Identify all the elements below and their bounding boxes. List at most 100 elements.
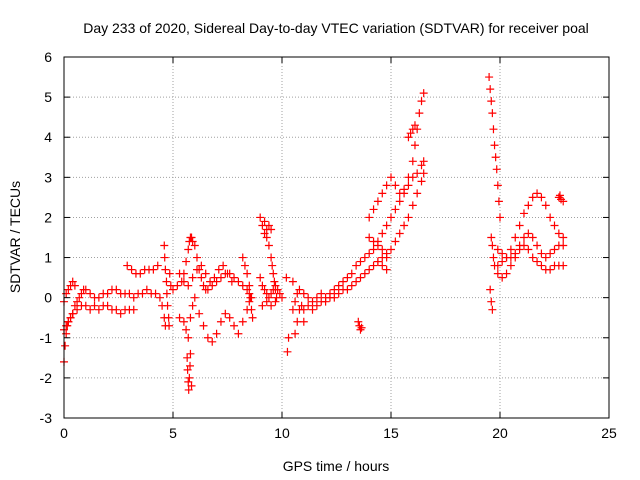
data-point <box>406 129 415 138</box>
data-point <box>264 293 273 302</box>
data-point <box>164 313 173 322</box>
data-point <box>490 141 499 150</box>
data-point <box>112 305 121 314</box>
data-point <box>488 241 497 250</box>
data-point <box>155 293 164 302</box>
data-point <box>533 241 542 250</box>
data-point <box>162 277 171 286</box>
data-point <box>153 261 162 270</box>
data-point <box>519 209 528 218</box>
data-point <box>112 285 121 294</box>
data-point <box>197 261 206 270</box>
data-point <box>498 249 507 258</box>
data-point <box>343 273 352 282</box>
data-point <box>165 321 174 330</box>
data-point <box>127 265 136 274</box>
series-track-n <box>282 273 297 356</box>
data-point <box>524 229 533 238</box>
data-point <box>66 313 75 322</box>
data-point <box>413 189 422 198</box>
data-point <box>511 233 520 242</box>
data-point <box>493 261 502 270</box>
data-point <box>61 341 70 350</box>
data-point <box>410 121 419 130</box>
data-point <box>369 261 378 270</box>
data-point <box>378 261 387 270</box>
data-point <box>404 173 413 182</box>
series-track-l <box>256 273 286 310</box>
data-point <box>160 253 169 262</box>
data-point <box>243 285 252 294</box>
data-point <box>546 265 555 274</box>
data-point <box>494 197 503 206</box>
data-point <box>227 277 236 286</box>
data-point <box>86 289 95 298</box>
data-point <box>343 285 352 294</box>
y-tick-label: 2 <box>44 209 52 225</box>
data-point <box>498 257 507 266</box>
data-point <box>103 301 112 310</box>
data-point <box>541 201 550 210</box>
data-point <box>230 273 239 282</box>
data-point <box>489 125 498 134</box>
data-point <box>270 277 279 286</box>
data-point <box>404 213 413 222</box>
data-point <box>533 257 542 266</box>
data-point <box>528 253 537 262</box>
x-tick-label: 15 <box>383 425 399 441</box>
data-point <box>387 245 395 254</box>
data-point <box>188 273 197 282</box>
data-point <box>487 297 496 306</box>
data-point <box>175 313 184 322</box>
series-track-k <box>256 213 276 250</box>
data-point <box>373 241 382 250</box>
data-point <box>404 133 413 142</box>
data-point <box>240 261 249 270</box>
data-point <box>373 257 382 266</box>
data-point <box>206 277 215 286</box>
data-point <box>395 189 404 198</box>
data-point <box>519 241 528 250</box>
data-point <box>271 285 280 294</box>
data-point <box>246 293 255 302</box>
y-tick-label: -3 <box>40 410 53 426</box>
data-point <box>210 273 219 282</box>
data-point <box>90 301 99 310</box>
data-point <box>357 323 366 332</box>
data-point <box>185 373 194 382</box>
data-point <box>184 377 193 386</box>
data-point <box>330 293 339 302</box>
data-point <box>187 381 196 390</box>
data-point <box>256 273 265 282</box>
data-point <box>391 237 400 246</box>
y-tick-label: -1 <box>40 330 53 346</box>
data-point <box>391 181 400 190</box>
series-track-m <box>267 253 281 302</box>
x-axis-label: GPS time / hours <box>283 458 390 474</box>
data-point <box>199 281 208 290</box>
data-point <box>554 229 563 238</box>
data-point <box>559 241 568 250</box>
data-point <box>245 297 254 306</box>
data-point <box>161 265 170 274</box>
data-point <box>369 237 378 246</box>
data-point <box>354 317 363 326</box>
data-point <box>186 361 195 370</box>
y-tick-label: 4 <box>44 129 52 145</box>
data-point <box>528 233 537 242</box>
series-track-v <box>493 189 568 270</box>
data-point <box>299 289 308 298</box>
series-track-i <box>175 261 236 290</box>
data-point <box>378 245 387 254</box>
data-point <box>304 301 313 310</box>
data-point <box>304 293 313 302</box>
data-point <box>138 289 147 298</box>
data-point <box>488 109 497 118</box>
data-point <box>382 253 391 262</box>
data-point <box>291 329 300 338</box>
data-point <box>214 265 223 274</box>
data-point <box>487 233 496 242</box>
y-tick-label: 3 <box>44 169 52 185</box>
data-point <box>248 313 257 322</box>
